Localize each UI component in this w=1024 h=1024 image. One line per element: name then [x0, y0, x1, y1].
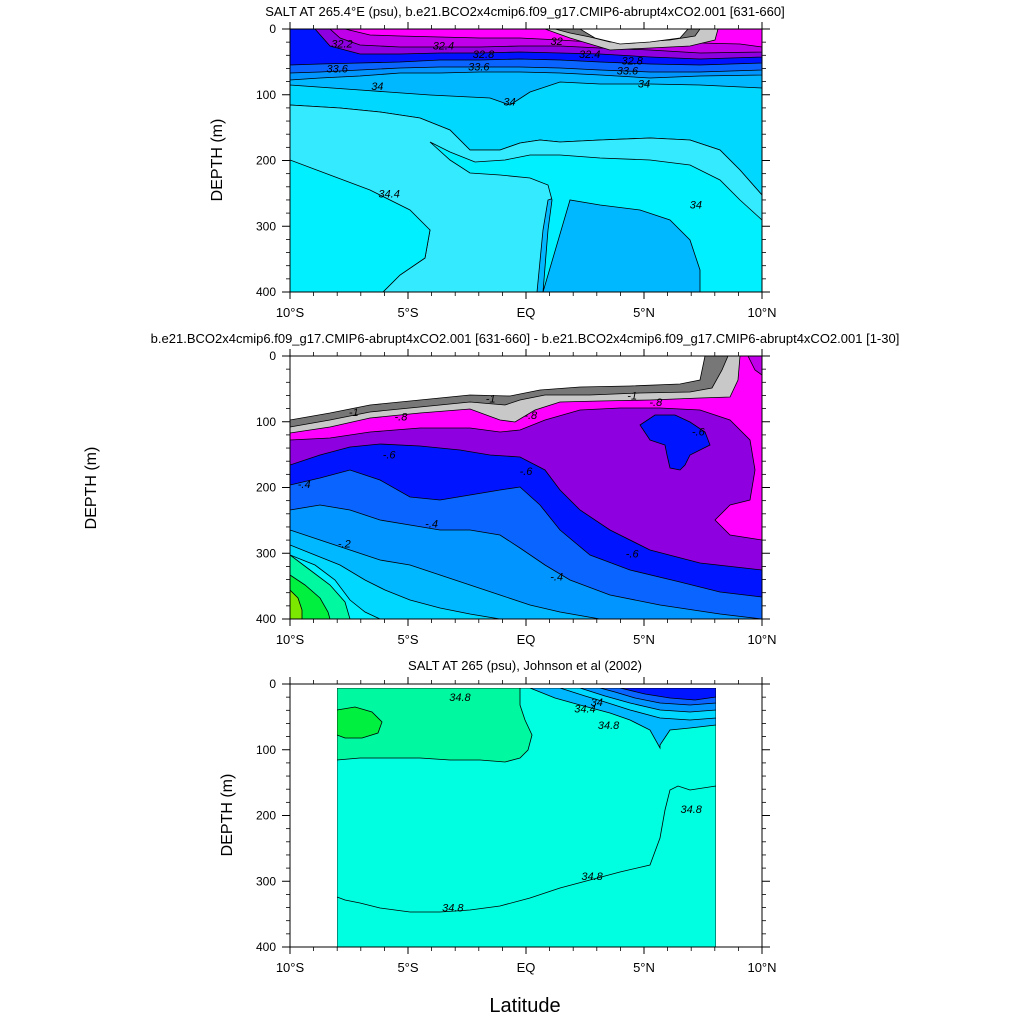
contour-label: -.8 — [524, 410, 538, 422]
y-tick-label: 0 — [269, 677, 276, 691]
contour-label: 32.4 — [579, 49, 600, 61]
panel-salinity-difference: b.e21.BCO2x4cmip6.f09_g17.CMIP6-abrupt4x… — [83, 331, 899, 647]
x-tick-label: 10°N — [747, 632, 776, 647]
contour-label: -.6 — [520, 466, 534, 478]
contour-label: 33.6 — [617, 65, 639, 77]
contour-label: -1 — [627, 390, 637, 402]
x-tick-label: 10°N — [747, 960, 776, 975]
contour-label: -.8 — [394, 411, 408, 423]
y-tick-label: 200 — [256, 154, 276, 168]
contour-label: 34.8 — [449, 692, 471, 704]
contour-label: 34 — [371, 81, 383, 93]
region-sea — [337, 688, 533, 763]
region-blue — [619, 688, 716, 701]
y-tick-label: 400 — [256, 612, 276, 626]
contour-label: 34.8 — [581, 871, 603, 883]
x-axis-label: Latitude — [489, 995, 560, 1017]
y-tick-label: 100 — [256, 415, 276, 429]
x-tick-label: EQ — [517, 960, 536, 975]
contour-label: 34 — [638, 79, 650, 91]
contour-label: 34.8 — [680, 804, 702, 816]
contour-label: 34 — [503, 96, 515, 108]
region-cyan-equator — [429, 141, 762, 292]
contour-label: -.4 — [550, 571, 563, 583]
y-tick-label: 200 — [256, 809, 276, 823]
contour-label: -.6 — [626, 548, 640, 560]
x-tick-label: 10°S — [276, 960, 305, 975]
contour-label: -.6 — [383, 450, 397, 462]
x-tick-label: EQ — [517, 305, 536, 320]
contour-label: 34.4 — [378, 188, 399, 200]
contour-label: 34 — [591, 697, 603, 709]
contour-label: 34 — [690, 200, 702, 212]
panel-observed-salinity: SALT AT 265 (psu), Johnson et al (2002) … — [219, 658, 777, 975]
region-lime — [290, 589, 303, 619]
panel-3-filled-contours — [337, 688, 716, 947]
y-tick-label: 300 — [256, 546, 276, 560]
y-tick-label: 400 — [256, 285, 276, 299]
contour-label: -.4 — [425, 519, 438, 531]
panel-3-title: SALT AT 265 (psu), Johnson et al (2002) — [408, 658, 642, 673]
contour-label: 32.4 — [433, 40, 454, 52]
y-tick-label: 200 — [256, 481, 276, 495]
x-tick-label: 5°S — [397, 960, 418, 975]
panel-1-axes: 10°S 5°S EQ 5°N 10°N 0 100 200 300 400 — [256, 22, 777, 320]
region-green — [337, 706, 383, 739]
contour-label: 33.6 — [326, 63, 348, 75]
region-violet-right — [747, 356, 762, 376]
panel-3-ylabel: DEPTH (m) — [219, 774, 236, 857]
region-cyan — [290, 159, 431, 292]
contour-label: -.8 — [649, 397, 663, 409]
y-tick-label: 300 — [256, 874, 276, 888]
region-white-top — [579, 29, 689, 45]
x-tick-label: 5°N — [633, 960, 655, 975]
contour-label: 32.2 — [331, 38, 352, 50]
panel-2-axes: 10°S 5°S EQ 5°N 10°N 0 100 200 300 400 — [256, 349, 777, 647]
contour-label: -.2 — [338, 538, 351, 550]
contour-label: -.6 — [692, 427, 706, 439]
x-tick-label: EQ — [517, 632, 536, 647]
panel-1-title: SALT AT 265.4°E (psu), b.e21.BCO2x4cmip6… — [265, 4, 784, 19]
contour-label: 32.8 — [473, 49, 495, 61]
contour-label: 32 — [551, 36, 563, 48]
panel-1-ylabel: DEPTH (m) — [209, 119, 226, 202]
region-aqua-lower — [337, 785, 716, 947]
contour-label: 32.8 — [621, 56, 643, 68]
y-tick-label: 300 — [256, 219, 276, 233]
x-tick-label: 5°S — [397, 632, 418, 647]
y-tick-label: 0 — [269, 349, 276, 363]
panel-3-axes: 10°S 5°S EQ 5°N 10°N 0 100 200 300 400 — [256, 677, 777, 975]
panel-2-title: b.e21.BCO2x4cmip6.f09_g17.CMIP6-abrupt4x… — [151, 331, 900, 346]
contour-label: 34.8 — [598, 720, 620, 732]
x-tick-label: 5°N — [633, 632, 655, 647]
panel-2-contour-labels: -1 -1 -1 -.8 -.8 -.8 -.6 -.6 -.6 -.6 -.4 -.4 -.4 -.2 — [298, 390, 706, 583]
x-tick-label: 10°S — [276, 632, 305, 647]
contour-label: -1 — [349, 407, 359, 419]
panel-2-ylabel: DEPTH (m) — [83, 447, 100, 530]
panel-model-salinity: SALT AT 265.4°E (psu), b.e21.BCO2x4cmip6… — [209, 4, 785, 320]
x-tick-label: 10°S — [276, 305, 305, 320]
contour-label: 34.4 — [574, 703, 595, 715]
region-blue-blob — [639, 414, 711, 471]
contour-label: -.4 — [298, 479, 311, 491]
panel-1-filled-contours — [290, 29, 762, 292]
contour-label: -1 — [486, 394, 496, 406]
x-tick-label: 5°N — [633, 305, 655, 320]
x-tick-label: 5°S — [397, 305, 418, 320]
y-tick-label: 100 — [256, 88, 276, 102]
y-tick-label: 0 — [269, 22, 276, 36]
y-tick-label: 400 — [256, 940, 276, 954]
contour-label: 33.6 — [468, 61, 490, 73]
contour-label: 34.8 — [442, 903, 464, 915]
x-tick-label: 10°N — [747, 305, 776, 320]
y-tick-label: 100 — [256, 743, 276, 757]
panel-2-filled-contours — [290, 356, 762, 619]
